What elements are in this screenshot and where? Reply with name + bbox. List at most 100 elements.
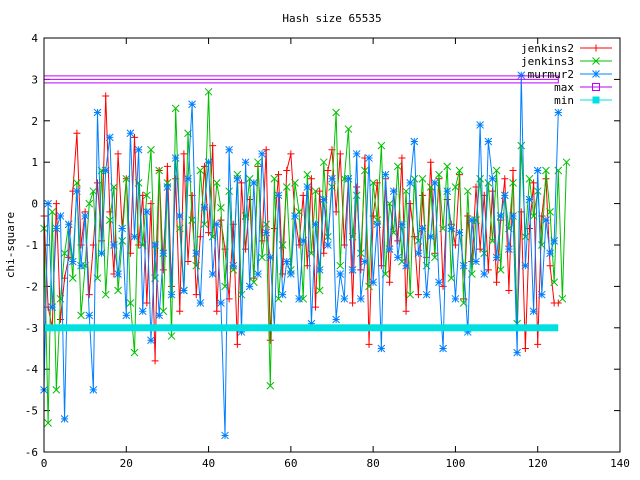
star-marker xyxy=(114,270,122,278)
x-tick-label: 20 xyxy=(120,457,133,470)
star-marker xyxy=(134,145,143,154)
legend-item: murmur2 xyxy=(528,68,612,81)
cross-marker xyxy=(155,166,164,175)
cross-marker xyxy=(431,253,439,262)
star-marker xyxy=(315,265,324,274)
box-marker xyxy=(592,83,600,91)
plus-marker xyxy=(398,154,406,162)
cross-marker xyxy=(377,141,386,150)
cross-marker xyxy=(208,232,217,241)
cross-marker xyxy=(324,232,332,241)
star-marker xyxy=(204,158,213,167)
cross-marker xyxy=(291,179,299,187)
star-marker xyxy=(299,237,308,245)
plus-marker xyxy=(147,200,155,208)
legend-label: murmur2 xyxy=(528,68,574,81)
star-marker xyxy=(81,212,89,220)
plus-marker xyxy=(106,208,114,216)
cross-marker xyxy=(369,179,377,187)
cross-marker xyxy=(167,332,176,340)
star-marker xyxy=(410,137,419,146)
star-marker xyxy=(336,270,345,278)
plus-marker xyxy=(163,162,171,170)
plus-marker xyxy=(180,150,188,158)
legend-label: max xyxy=(554,81,574,94)
star-marker xyxy=(340,294,349,303)
star-marker xyxy=(529,307,538,316)
plus-marker xyxy=(402,307,410,315)
star-marker xyxy=(546,249,554,258)
x-tick-label: 120 xyxy=(528,457,548,470)
star-marker xyxy=(212,220,221,229)
star-marker xyxy=(105,133,114,142)
cross-marker xyxy=(496,265,505,274)
star-marker xyxy=(332,315,340,324)
y-tick-label: 2 xyxy=(31,115,38,128)
plus-marker xyxy=(287,150,295,158)
cross-marker xyxy=(122,174,131,183)
y-tick-label: -2 xyxy=(25,280,38,293)
star-marker xyxy=(418,224,427,233)
cross-marker xyxy=(105,216,114,225)
cross-marker xyxy=(48,208,57,216)
plus-marker xyxy=(414,291,422,299)
cross-marker xyxy=(171,104,180,113)
star-marker xyxy=(147,336,155,345)
star-marker xyxy=(126,129,135,138)
plus-marker xyxy=(316,187,324,195)
star-marker xyxy=(377,344,386,353)
cross-marker xyxy=(77,311,85,320)
plus-marker xyxy=(546,262,554,270)
star-marker xyxy=(229,261,238,270)
star-marker xyxy=(389,187,398,196)
cross-marker xyxy=(542,166,550,175)
plus-marker xyxy=(505,287,513,295)
cross-marker xyxy=(118,237,127,245)
legend-item: min xyxy=(554,94,612,107)
plus-marker xyxy=(102,92,110,100)
series-murmur2 xyxy=(40,71,563,440)
x-tick-label: 100 xyxy=(445,457,465,470)
star-marker xyxy=(517,71,526,80)
cross-marker xyxy=(488,237,497,245)
star-marker xyxy=(356,294,365,303)
star-marker xyxy=(369,278,377,287)
star-marker xyxy=(143,208,151,216)
star-marker xyxy=(431,179,439,187)
star-marker xyxy=(196,299,205,307)
cross-marker xyxy=(282,183,291,191)
star-marker xyxy=(472,257,480,266)
y-tick-label: -1 xyxy=(25,239,38,252)
star-marker xyxy=(122,311,131,320)
cross-marker xyxy=(254,158,262,167)
cross-marker xyxy=(352,191,361,200)
star-marker xyxy=(188,100,196,109)
plus-marker xyxy=(270,224,278,232)
cross-marker xyxy=(402,187,410,196)
star-marker xyxy=(163,183,172,191)
plus-marker xyxy=(592,44,600,52)
plus-marker xyxy=(213,307,221,315)
cross-marker xyxy=(101,290,110,299)
star-marker xyxy=(426,232,435,241)
plus-marker xyxy=(200,162,208,170)
star-marker xyxy=(554,108,563,117)
cross-marker xyxy=(311,187,320,196)
star-marker xyxy=(537,290,546,299)
star-marker xyxy=(344,174,353,183)
star-marker xyxy=(241,158,250,167)
star-marker xyxy=(451,294,460,303)
cross-marker xyxy=(147,145,155,154)
cross-marker xyxy=(336,261,345,270)
series-jenkins3 xyxy=(40,87,571,427)
star-marker xyxy=(525,195,534,204)
star-marker xyxy=(295,294,303,303)
star-marker xyxy=(496,212,505,220)
star-marker xyxy=(73,187,81,196)
y-tick-label: 3 xyxy=(31,73,38,86)
x-tick-label: 80 xyxy=(367,457,380,470)
series-line xyxy=(43,95,559,361)
cross-marker xyxy=(455,166,464,175)
star-marker xyxy=(398,220,406,229)
plus-marker xyxy=(151,357,159,365)
